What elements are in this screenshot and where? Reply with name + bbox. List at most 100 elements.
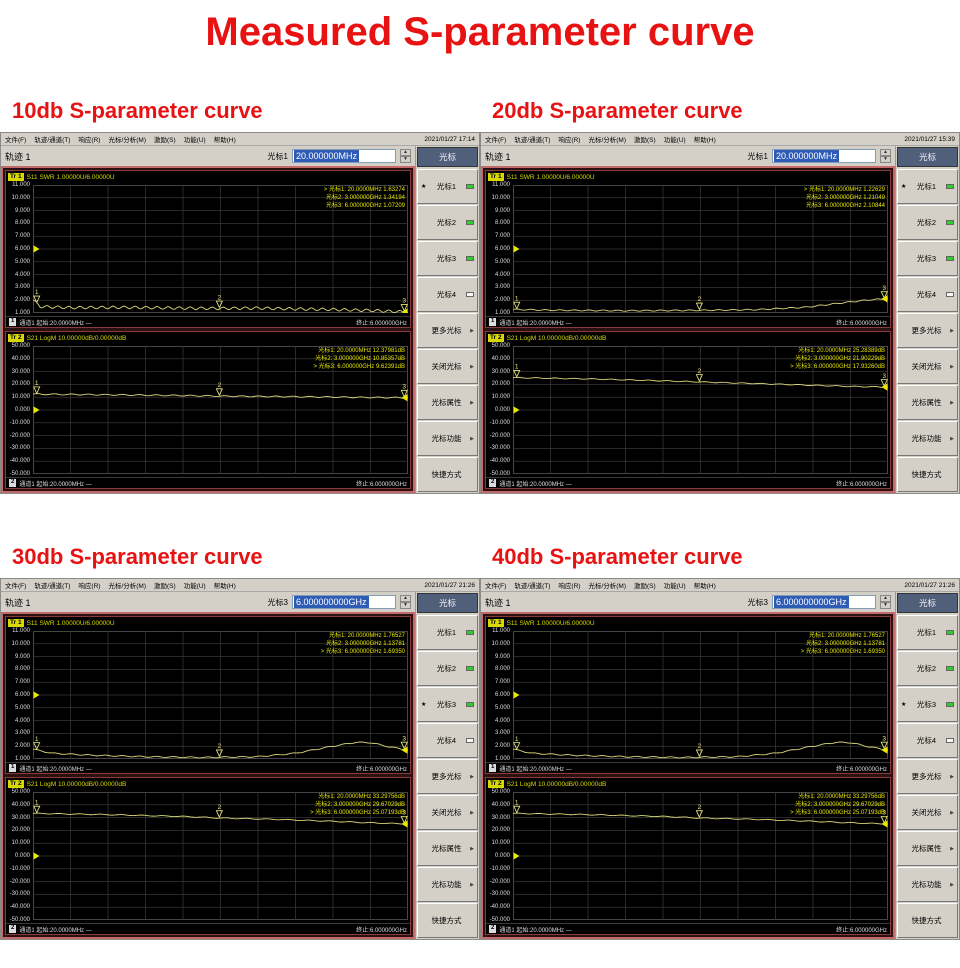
sidebar-button-marker3[interactable]: 光标3 xyxy=(417,241,478,276)
subtitle-20db: 20db S-parameter curve xyxy=(492,98,743,123)
sidebar-button-marker-properties[interactable]: 光标属性 ▶ xyxy=(897,831,958,866)
menu-item[interactable]: 文件(F) xyxy=(485,583,507,590)
led-indicator xyxy=(946,738,954,743)
menu-item[interactable]: 光标/分析(M) xyxy=(588,137,627,144)
menu-item[interactable]: 文件(F) xyxy=(5,583,27,590)
sidebar-button-marker4[interactable]: 光标4 xyxy=(897,277,958,312)
menu-item[interactable]: 轨迹/通道(T) xyxy=(34,583,71,590)
sidebar-button-marker-functions[interactable]: 光标功能 ▶ xyxy=(897,867,958,902)
trace-selector[interactable]: 轨迹 1 xyxy=(5,597,31,608)
menu-item[interactable]: 帮助(H) xyxy=(213,583,236,590)
menu-item[interactable]: 响应(R) xyxy=(78,137,101,144)
sidebar-button-marker1[interactable]: ★ 光标1 xyxy=(897,169,958,204)
marker-frequency-input[interactable]: 6.000000000GHz xyxy=(772,595,876,609)
sidebar-button-marker-properties[interactable]: 光标属性 ▶ xyxy=(417,385,478,420)
sidebar-button-more-markers[interactable]: 更多光标 ▶ xyxy=(417,759,478,794)
sidebar-button-marker1[interactable]: 光标1 xyxy=(417,615,478,650)
frequency-spinner[interactable]: ▲ ▼ xyxy=(400,149,411,163)
menu-item[interactable]: 帮助(H) xyxy=(693,583,716,590)
spinner-up-icon[interactable]: ▲ xyxy=(880,149,891,156)
menu-item[interactable]: 轨迹/通道(T) xyxy=(514,137,551,144)
spinner-down-icon[interactable]: ▼ xyxy=(400,602,411,609)
menu-item[interactable]: 激励(S) xyxy=(154,137,176,144)
trace-selector[interactable]: 轨迹 1 xyxy=(485,597,511,608)
sidebar-button-marker4[interactable]: 光标4 xyxy=(897,723,958,758)
sidebar-button-marker-properties[interactable]: 光标属性 ▶ xyxy=(417,831,478,866)
menu-item[interactable]: 轨迹/通道(T) xyxy=(514,583,551,590)
sidebar-button-marker-functions[interactable]: 光标功能 ▶ xyxy=(417,867,478,902)
start-frequency: 通道1 起始:20.0000MHz — xyxy=(499,320,572,327)
sidebar-button-close-markers[interactable]: 关闭光标 ▶ xyxy=(417,795,478,830)
sidebar-button-marker3[interactable]: ★ 光标3 xyxy=(417,687,478,722)
y-axis-tick: -30.000 xyxy=(9,891,30,898)
trace-svg: 1 2 3 xyxy=(513,631,888,759)
spinner-down-icon[interactable]: ▼ xyxy=(880,156,891,163)
sidebar-button-marker-properties[interactable]: 光标属性 ▶ xyxy=(897,385,958,420)
sidebar-button-marker2[interactable]: 光标2 xyxy=(417,651,478,686)
marker-frequency-input[interactable]: 20.000000MHz xyxy=(772,149,876,163)
svg-text:1: 1 xyxy=(35,380,39,387)
plot-main: 50.000 40.000 30.000 20.000 10.000 0.000 -10.0… xyxy=(6,343,410,477)
y-axis: 11.000 10.000 9.000 8.000 7.000 6.000 5.000 4.0… xyxy=(6,628,33,762)
sidebar-button-label: 更多光标 xyxy=(431,326,462,335)
menu-item[interactable]: 响应(R) xyxy=(78,583,101,590)
menu-item[interactable]: 光标/分析(M) xyxy=(108,583,147,590)
menu-item[interactable]: 光标/分析(M) xyxy=(108,137,147,144)
marker-readout-line: 光标3: 6.000000GHz 2.10844 xyxy=(805,203,885,210)
plot-main: 50.000 40.000 30.000 20.000 10.000 0.000 -10.0… xyxy=(6,789,410,923)
stop-frequency: 终止:6.000000GHz xyxy=(356,766,407,773)
sidebar-button-marker2[interactable]: 光标2 xyxy=(897,205,958,240)
trace-selector[interactable]: 轨迹 1 xyxy=(485,151,511,162)
spinner-up-icon[interactable]: ▲ xyxy=(400,149,411,156)
sidebar-button-marker1[interactable]: 光标1 xyxy=(897,615,958,650)
sidebar-button-more-markers[interactable]: 更多光标 ▶ xyxy=(897,759,958,794)
menu-item[interactable]: 轨迹/通道(T) xyxy=(34,137,71,144)
sidebar-button-marker2[interactable]: 光标2 xyxy=(897,651,958,686)
menu-item[interactable]: 帮助(H) xyxy=(693,137,716,144)
menu-item[interactable]: 文件(F) xyxy=(5,137,27,144)
plot-canvas: 1 2 3 光标1: 20.0000MHz 25.28389dB 光标2: 3.000… xyxy=(513,346,888,474)
spinner-up-icon[interactable]: ▲ xyxy=(400,595,411,602)
trace-selector[interactable]: 轨迹 1 xyxy=(5,151,31,162)
sidebar-button-shortcuts[interactable]: 快捷方式 xyxy=(897,457,958,492)
frequency-spinner[interactable]: ▲ ▼ xyxy=(880,595,891,609)
marker-frequency-input[interactable]: 20.000000MHz xyxy=(292,149,396,163)
sidebar-button-marker1[interactable]: ★ 光标1 xyxy=(417,169,478,204)
sidebar-button-shortcuts[interactable]: 快捷方式 xyxy=(897,903,958,938)
menu-item[interactable]: 帮助(H) xyxy=(213,137,236,144)
sidebar-button-marker4[interactable]: 光标4 xyxy=(417,723,478,758)
sidebar-button-close-markers[interactable]: 关闭光标 ▶ xyxy=(897,795,958,830)
spinner-down-icon[interactable]: ▼ xyxy=(880,602,891,609)
sidebar-button-close-markers[interactable]: 关闭光标 ▶ xyxy=(417,349,478,384)
sidebar-button-close-markers[interactable]: 关闭光标 ▶ xyxy=(897,349,958,384)
menu-item[interactable]: 光标/分析(M) xyxy=(588,583,627,590)
frequency-spinner[interactable]: ▲ ▼ xyxy=(400,595,411,609)
sidebar-button-shortcuts[interactable]: 快捷方式 xyxy=(417,457,478,492)
sidebar-button-marker2[interactable]: 光标2 xyxy=(417,205,478,240)
spinner-down-icon[interactable]: ▼ xyxy=(400,156,411,163)
menu-item[interactable]: 响应(R) xyxy=(558,137,581,144)
sidebar-button-marker4[interactable]: 光标4 xyxy=(417,277,478,312)
marker-readout-line: 光标3: 6.000000GHz 1.07209 xyxy=(325,203,405,210)
sidebar-button-more-markers[interactable]: 更多光标 ▶ xyxy=(417,313,478,348)
menu-item[interactable]: 激励(S) xyxy=(154,583,176,590)
submenu-arrow-icon: ▶ xyxy=(470,435,474,442)
menu-item[interactable]: 功能(U) xyxy=(663,137,686,144)
menu-item[interactable]: 激励(S) xyxy=(634,583,656,590)
menu-item[interactable]: 功能(U) xyxy=(183,137,206,144)
led-indicator xyxy=(466,702,474,707)
menu-item[interactable]: 激励(S) xyxy=(634,137,656,144)
spinner-up-icon[interactable]: ▲ xyxy=(880,595,891,602)
sidebar-button-marker-functions[interactable]: 光标功能 ▶ xyxy=(897,421,958,456)
sidebar-button-more-markers[interactable]: 更多光标 ▶ xyxy=(897,313,958,348)
menu-item[interactable]: 功能(U) xyxy=(663,583,686,590)
menu-item[interactable]: 文件(F) xyxy=(485,137,507,144)
menu-item[interactable]: 功能(U) xyxy=(183,583,206,590)
frequency-spinner[interactable]: ▲ ▼ xyxy=(880,149,891,163)
sidebar-button-shortcuts[interactable]: 快捷方式 xyxy=(417,903,478,938)
marker-frequency-input[interactable]: 6.000000000GHz xyxy=(292,595,396,609)
sidebar-button-marker3[interactable]: 光标3 xyxy=(897,241,958,276)
menu-item[interactable]: 响应(R) xyxy=(558,583,581,590)
sidebar-button-marker3[interactable]: ★ 光标3 xyxy=(897,687,958,722)
sidebar-button-marker-functions[interactable]: 光标功能 ▶ xyxy=(417,421,478,456)
